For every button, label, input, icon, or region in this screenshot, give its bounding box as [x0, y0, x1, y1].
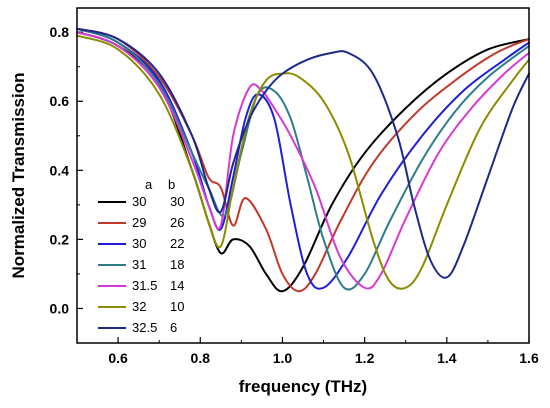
legend-header-a: a — [145, 177, 153, 192]
x-tick-label: 1.2 — [355, 350, 375, 366]
legend-value-a: 32.5 — [132, 320, 157, 335]
x-tick-label: 1.4 — [437, 350, 457, 366]
x-tick-label: 1.0 — [273, 350, 293, 366]
series-line-6 — [76, 34, 530, 290]
legend-header-b: b — [168, 177, 175, 192]
series-line-7 — [76, 27, 530, 279]
legend-value-a: 31.5 — [132, 278, 157, 293]
legend-item-2: 29 26 — [98, 215, 184, 230]
legend-value-b: 18 — [170, 257, 184, 272]
legend-item-1: 30 30 — [98, 194, 184, 209]
y-tick-label: 0.2 — [50, 231, 70, 247]
y-tick-label: 0.8 — [50, 24, 70, 40]
y-tick-label: 0.0 — [50, 300, 70, 316]
legend-value-b: 26 — [170, 215, 184, 230]
series-line-1 — [76, 31, 530, 293]
x-tick-label: 1.6 — [519, 350, 539, 366]
series-group — [76, 27, 530, 293]
x-tick-label: 0.6 — [108, 350, 128, 366]
legend-item-5: 31.5 14 — [98, 278, 184, 293]
legend-value-b: 22 — [170, 236, 184, 251]
y-tick-label: 0.6 — [50, 93, 70, 109]
legend-value-a: 31 — [132, 257, 146, 272]
legend-value-b: 6 — [170, 320, 177, 335]
legend-item-4: 31 18 — [98, 257, 184, 272]
legend-value-b: 30 — [170, 194, 184, 209]
legend-value-a: 30 — [132, 236, 146, 251]
legend-item-3: 30 22 — [98, 236, 184, 251]
y-axis-title: Normalized Transmission — [9, 73, 28, 279]
y-tick-label: 0.4 — [50, 162, 70, 178]
axis-tick-labels: 0.6 0.8 1.0 1.2 1.4 1.6 0.0 0.2 0.4 0.6 0.8 — [50, 24, 539, 366]
legend-item-6: 32 10 — [98, 299, 184, 314]
series-line-4 — [76, 27, 530, 291]
legend-value-a: 29 — [132, 215, 146, 230]
x-axis-title: frequency (THz) — [239, 377, 367, 396]
legend-value-a: 32 — [132, 299, 146, 314]
legend-value-b: 14 — [170, 278, 184, 293]
legend-value-a: 30 — [132, 194, 146, 209]
legend-item-7: 32.5 6 — [98, 320, 177, 335]
plot-frame — [76, 7, 530, 344]
series-line-5 — [76, 31, 530, 290]
legend-value-b: 10 — [170, 299, 184, 314]
x-tick-label: 0.8 — [191, 350, 211, 366]
